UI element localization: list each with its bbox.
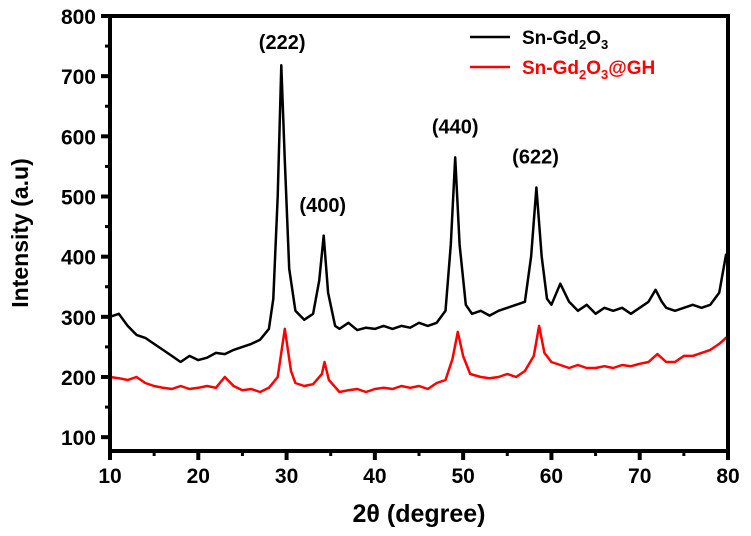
y-tick-label: 700 (61, 66, 96, 89)
peak-annotations: (222) (400) (440) (622) (259, 32, 559, 217)
y-tick-label: 300 (61, 307, 96, 330)
legend-text-part: O (586, 28, 601, 49)
legend-text-part: @GH (608, 58, 655, 79)
y-tick-label: 100 (61, 427, 96, 450)
peak-label: (222) (259, 32, 306, 54)
legend-entry: Sn-Gd2O3@GH (522, 58, 655, 82)
x-tick-label: 10 (98, 465, 121, 488)
legend-text-part: 2 (579, 67, 586, 82)
x-tick-label: 30 (275, 465, 298, 488)
legend-text-part: Sn-Gd (522, 58, 579, 79)
series-line-0 (109, 64, 728, 364)
x-tick-label: 60 (540, 465, 563, 488)
x-axis-label: 2θ (degree) (353, 500, 486, 528)
y-tick-label: 600 (61, 126, 96, 149)
legend-text-part: Sn-Gd (522, 28, 579, 49)
peak-label: (400) (299, 195, 346, 217)
legend-text-part: 3 (601, 67, 608, 82)
y-axis-label: Intensity (a.u) (7, 158, 33, 308)
y-tick-label: 200 (61, 367, 96, 390)
x-tick-label: 80 (716, 465, 739, 488)
legend-text-part: 3 (601, 37, 608, 52)
y-tick-label: 500 (61, 186, 96, 209)
legend-text-part: O (586, 58, 601, 79)
axis-ticks: 100 200 300 400 500 600 700 800 10 20 30 40 50 60 70 80 (61, 6, 740, 488)
series-line-1 (109, 324, 729, 394)
x-tick-label: 40 (363, 465, 386, 488)
series-layer (109, 64, 729, 394)
peak-label: (622) (512, 146, 559, 168)
legend-entry: Sn-Gd2O3 (522, 28, 608, 52)
x-tick-label: 70 (628, 465, 651, 488)
peak-label: (440) (432, 116, 479, 138)
x-tick-label: 50 (451, 465, 474, 488)
x-tick-label: 20 (187, 465, 210, 488)
legend-text-part: 2 (579, 37, 586, 52)
y-tick-label: 800 (61, 6, 96, 29)
y-tick-label: 400 (61, 247, 96, 270)
